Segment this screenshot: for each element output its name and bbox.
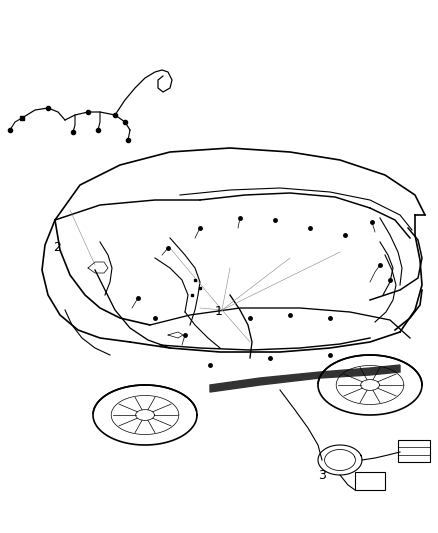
Text: 1: 1 [215,305,223,318]
Polygon shape [210,365,400,392]
Text: 2: 2 [53,241,61,254]
Bar [398,440,430,462]
Bar [355,472,385,490]
Text: 3: 3 [318,469,326,482]
